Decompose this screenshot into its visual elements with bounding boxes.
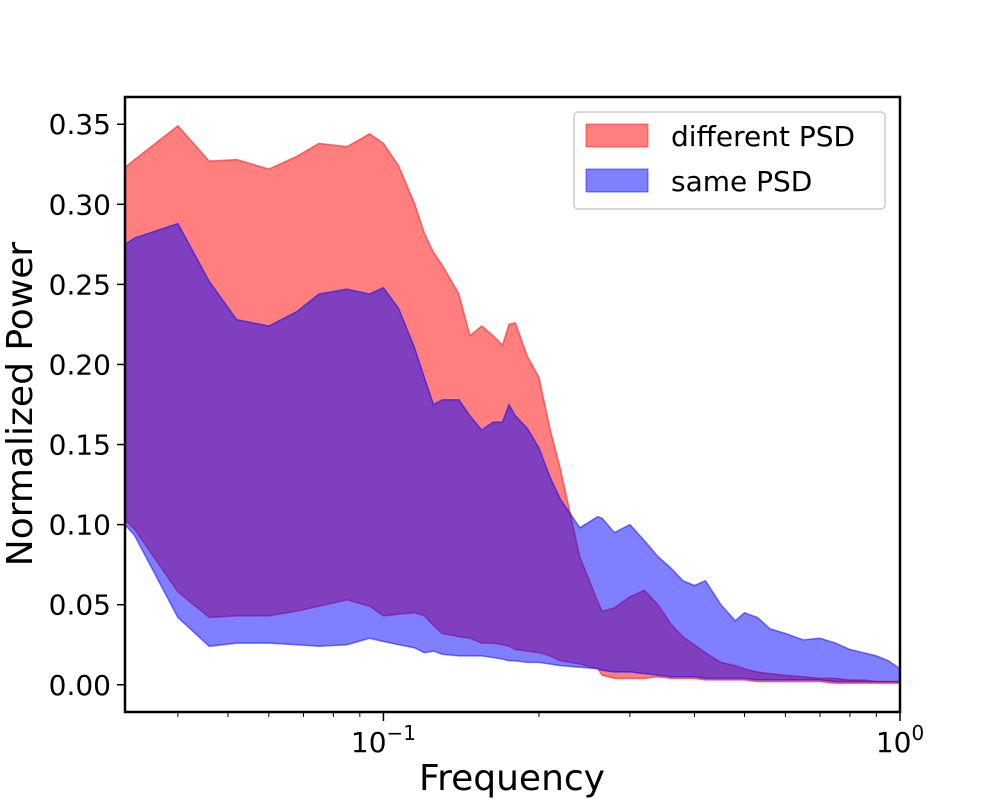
legend[interactable]: different PSD same PSD (573, 111, 886, 210)
band-same-psd (125, 222, 900, 683)
y-tick-label: 0.20 (49, 348, 111, 381)
legend-swatch-different-psd (585, 123, 649, 148)
y-tick-label: 0.35 (49, 108, 111, 141)
axes-frame (123, 95, 902, 714)
legend-box (573, 111, 886, 210)
legend-swatch-same-psd (585, 168, 649, 193)
y-tick-label: 0.30 (49, 188, 111, 221)
y-tick-label: 0.25 (49, 268, 111, 301)
x-tick-label: 100 (876, 721, 924, 759)
x-axis: 10−1 100 (177, 712, 924, 759)
y-tick-label: 0.00 (49, 669, 111, 702)
y-tick-label: 0.10 (49, 509, 111, 542)
y-tick-label: 0.15 (49, 429, 111, 462)
y-tick-label: 0.05 (49, 589, 111, 622)
y-axis: 0.00 0.05 0.10 0.15 0.20 0.25 0.30 0.35 (49, 108, 125, 702)
legend-label-different-psd: different PSD (671, 120, 855, 153)
x-tick-label: 10−1 (351, 721, 416, 759)
y-axis-label: Normalized Power (0, 242, 41, 567)
x-axis-label: Frequency (419, 758, 605, 799)
plot-area (125, 124, 900, 684)
legend-label-same-psd: same PSD (671, 165, 812, 198)
